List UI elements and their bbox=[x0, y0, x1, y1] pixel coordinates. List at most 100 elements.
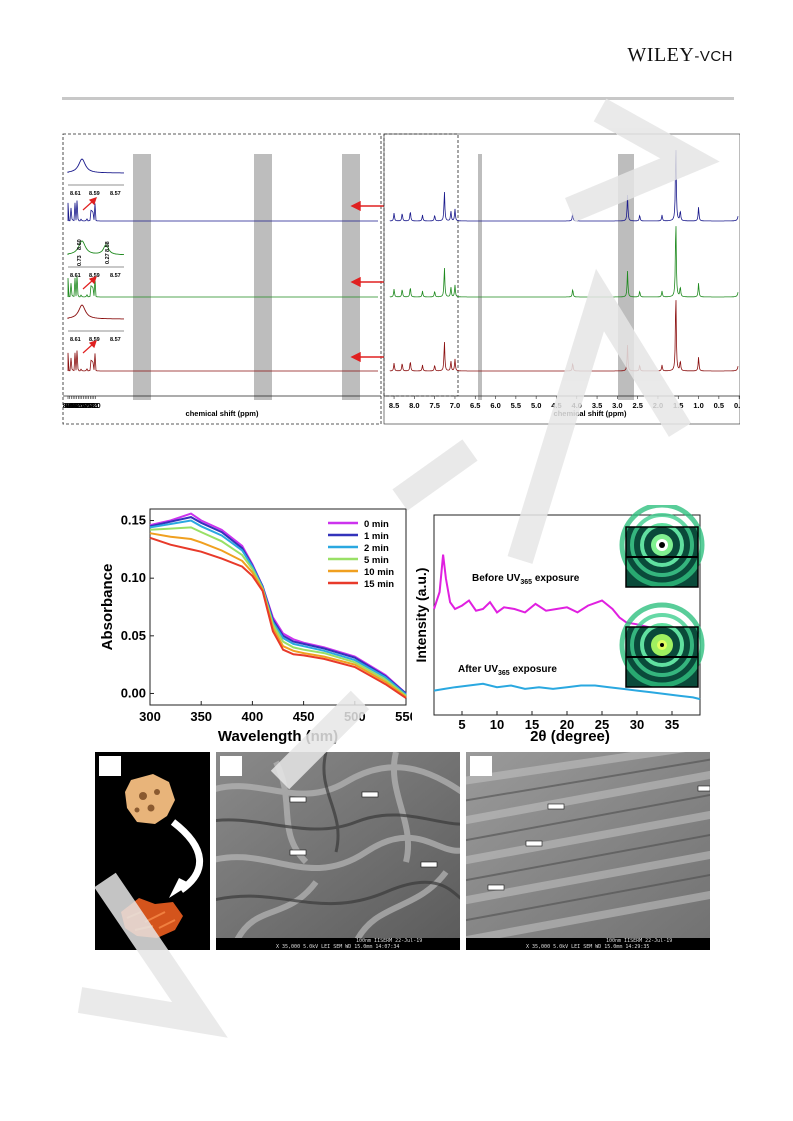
nmr-tick-label: 6.0 bbox=[490, 401, 500, 410]
inset-tick: 8.61 bbox=[70, 337, 81, 343]
nmr-tick-label: 8.3 bbox=[68, 401, 78, 410]
nmr-tick-label: 7.9 bbox=[75, 401, 85, 410]
nmr-tick-label: 1.5 bbox=[673, 401, 683, 410]
panel-label-box bbox=[470, 756, 492, 776]
nmr-tick-label: 7.4 bbox=[83, 401, 94, 410]
nmr-trace bbox=[389, 150, 739, 222]
nmr-tick-label: 7.8 bbox=[77, 401, 87, 410]
peak-label: 0.27 bbox=[105, 253, 111, 264]
uvvis-legend-label: 1 min bbox=[364, 531, 389, 542]
nmr-tick-label: 0.5 bbox=[714, 401, 724, 410]
nmr-tick-label: 5.0 bbox=[531, 401, 541, 410]
sem-scalebar-b: 100nm IISERM 22-Jul-19 X 35,000 5.0kV LE… bbox=[216, 938, 460, 950]
nmr-figure: 8.68.58.48.38.28.18.07.97.87.77.67.57.47… bbox=[62, 133, 740, 425]
peak-label: 8.58 bbox=[105, 241, 111, 252]
uvvis-series-line bbox=[149, 536, 407, 699]
uvvis-legend-label: 15 min bbox=[364, 579, 394, 590]
nmr-band bbox=[478, 154, 482, 400]
uvvis-ylabel: Absorbance bbox=[99, 564, 116, 651]
nmr-tick-label: 0.0 bbox=[734, 401, 740, 410]
uvvis-xlabel: Wavelength (nm) bbox=[218, 728, 338, 745]
peak-label: 0.73 bbox=[77, 255, 83, 266]
nmr-tick-label: 7.1 bbox=[89, 401, 99, 410]
inset-tick: 8.59 bbox=[89, 273, 100, 279]
nmr-tick-label: 7.0 bbox=[450, 401, 460, 410]
sem-measure-marks bbox=[487, 785, 710, 891]
uvvis-ytick-label: 0.15 bbox=[121, 513, 146, 528]
xrd-xtick-label: 30 bbox=[630, 717, 644, 732]
nmr-left-xlabel: chemical shift (ppm) bbox=[186, 409, 259, 418]
uvvis-legend-label: 10 min bbox=[364, 567, 394, 578]
nmr-tick-label: 8.0 bbox=[73, 401, 83, 410]
header-rule bbox=[62, 97, 734, 100]
nmr-tick-label: 2.0 bbox=[653, 401, 663, 410]
xrd-xtick-label: 15 bbox=[525, 717, 539, 732]
uvvis-ytick-label: 0.00 bbox=[121, 685, 146, 700]
xrd-xlabel: 2θ (degree) bbox=[530, 728, 610, 745]
uvvis-legend-label: 2 min bbox=[364, 543, 389, 554]
inset-tick: 8.57 bbox=[110, 337, 121, 343]
nmr-inset-middle: 8.61 8.59 8.57 8.60 0.73 0.27 8.58 bbox=[67, 239, 124, 279]
nmr-tick-label: 5.5 bbox=[511, 401, 521, 410]
nmr-band bbox=[254, 154, 272, 400]
nmr-tick-label: 7.0 bbox=[90, 401, 100, 410]
gel-after bbox=[121, 898, 183, 938]
xrd-series-line bbox=[433, 554, 701, 634]
uvvis-xtick-label: 550 bbox=[395, 709, 412, 724]
nmr-tick-label: 8.5 bbox=[389, 401, 399, 410]
peak-label: 8.60 bbox=[77, 239, 83, 250]
inset-tick: 8.57 bbox=[110, 273, 121, 279]
sem-scalebar-c: 100nm IISERM 22-Jul-19 X 35,000 5.0kV LE… bbox=[466, 938, 710, 950]
nmr-band bbox=[133, 154, 151, 400]
uvvis-xtick-label: 400 bbox=[242, 709, 264, 724]
inset-tick: 8.57 bbox=[110, 191, 121, 197]
nmr-trace bbox=[389, 300, 739, 372]
uvvis-chart: 300 350 400 450 500 550 0.00 0.05 0.10 0.15 0 min… bbox=[99, 508, 412, 745]
uvvis-legend-label: 5 min bbox=[364, 555, 389, 566]
xrd-series-line bbox=[433, 682, 701, 701]
panel-label-box bbox=[99, 756, 121, 776]
nmr-tick-label: 7.7 bbox=[78, 401, 88, 410]
publisher-logo: WILEY-VCH bbox=[627, 44, 733, 66]
nmr-left-panel: 8.68.58.48.38.28.18.07.97.87.77.67.57.47… bbox=[62, 133, 382, 425]
nmr-tick-label: 7.5 bbox=[82, 401, 92, 410]
uvvis-legend-label: 0 min bbox=[364, 519, 389, 530]
nmr-tick-label: 8.0 bbox=[409, 401, 419, 410]
xrd-xtick-label: 10 bbox=[490, 717, 504, 732]
xrd-chart: 5 10 15 20 25 30 35 Intensity (a.u.) 2θ (degre… bbox=[413, 505, 705, 745]
sem-measure-marks bbox=[289, 791, 438, 868]
uvvis-xtick-label: 500 bbox=[344, 709, 366, 724]
uvvis-xtick-label: 300 bbox=[139, 709, 161, 724]
nmr-tick-label: 7.5 bbox=[429, 401, 439, 410]
nmr-trace bbox=[67, 350, 378, 372]
xrd-xtick-label: 20 bbox=[560, 717, 574, 732]
xrd-before-label: Before UV365 exposure bbox=[472, 573, 580, 586]
nmr-tick-label: 2.5 bbox=[632, 401, 642, 410]
inset-tick: 8.61 bbox=[70, 273, 81, 279]
nmr-band bbox=[342, 154, 360, 400]
xrd-xtick-label: 25 bbox=[595, 717, 609, 732]
nmr-left-border bbox=[62, 133, 382, 425]
nmr-band bbox=[618, 154, 634, 400]
xrd-xtick-label: 5 bbox=[458, 717, 465, 732]
nmr-inset-bottom: 8.61 8.59 8.57 bbox=[67, 304, 124, 343]
sem-image-c: 100nm IISERM 22-Jul-19 X 35,000 5.0kV LE… bbox=[466, 752, 710, 950]
gel-before bbox=[125, 774, 175, 824]
nmr-tick-label: 7.3 bbox=[85, 401, 95, 410]
uvvis-xtick-label: 350 bbox=[190, 709, 212, 724]
nmr-tick-label: 8.2 bbox=[70, 401, 80, 410]
transform-arrow bbox=[170, 819, 203, 893]
sem-image-b: 100nm IISERM 22-Jul-19 X 35,000 5.0kV LE… bbox=[216, 752, 460, 950]
xrd-ylabel: Intensity (a.u.) bbox=[413, 568, 429, 663]
uvvis-ytick-label: 0.10 bbox=[121, 570, 146, 585]
inset-tick: 8.61 bbox=[70, 191, 81, 197]
uvvis-xtick-label: 450 bbox=[293, 709, 315, 724]
nmr-region-box bbox=[383, 133, 459, 397]
nmr-tick-label: 6.5 bbox=[470, 401, 480, 410]
nmr-tick-label: 8.6 bbox=[63, 401, 73, 410]
nmr-tick-label: 7.6 bbox=[80, 401, 90, 410]
link-arrows bbox=[350, 200, 384, 363]
nmr-trace bbox=[389, 226, 739, 298]
uvvis-ytick-label: 0.05 bbox=[121, 628, 146, 643]
nmr-tick-label: 8.4 bbox=[66, 401, 77, 410]
